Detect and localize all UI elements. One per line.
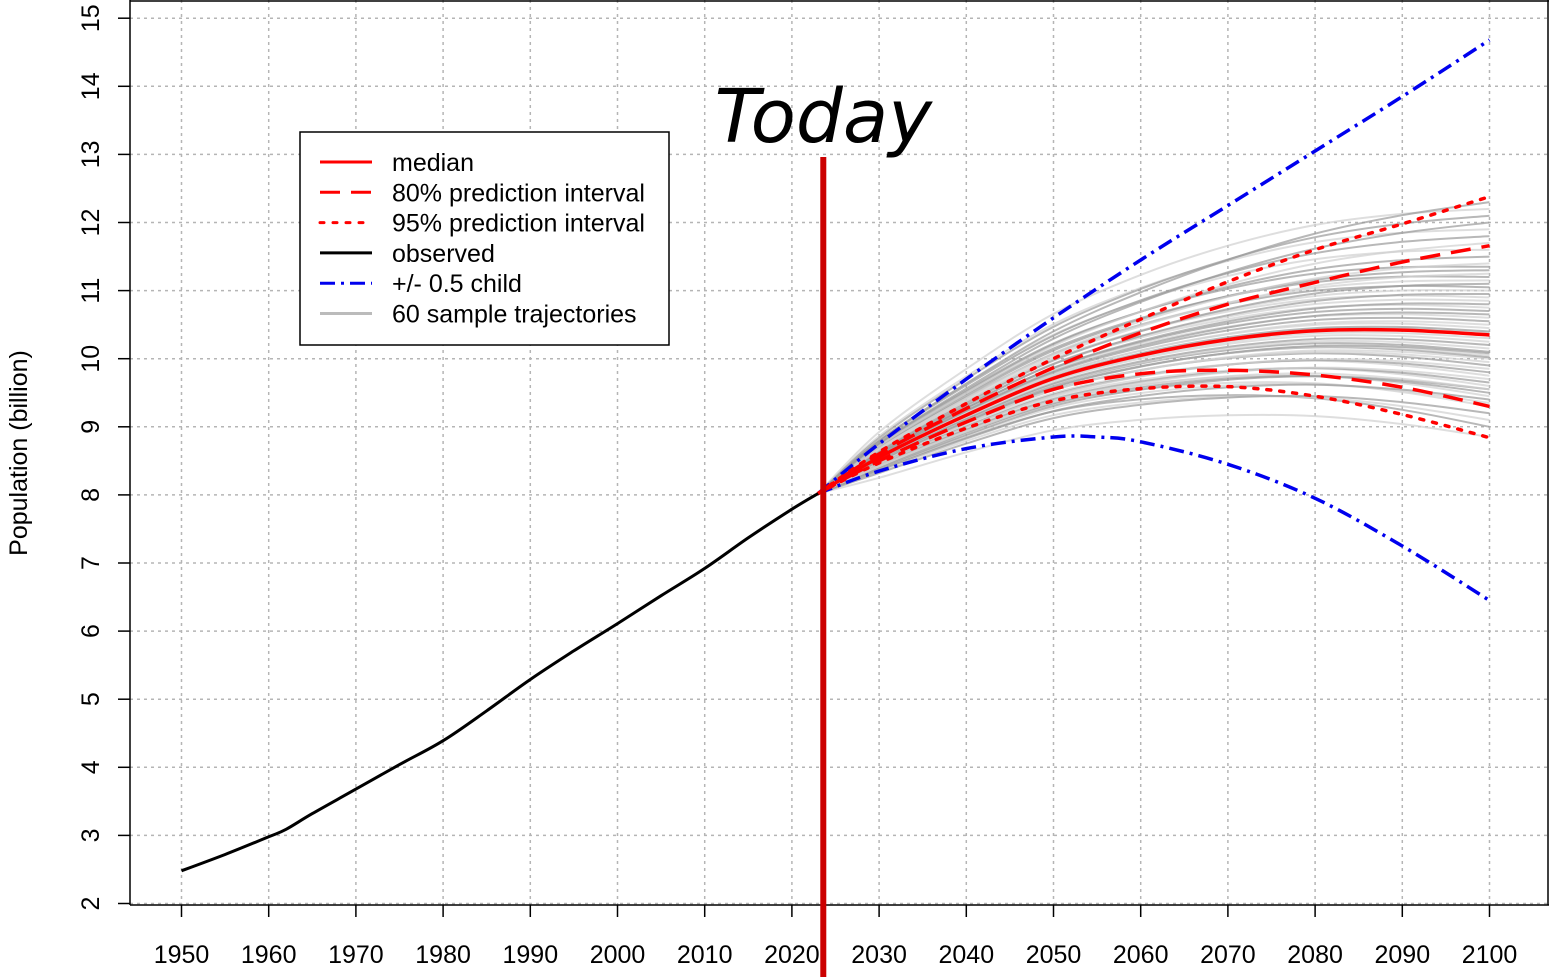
trajectory-line xyxy=(817,367,1490,495)
x-tick-label: 2080 xyxy=(1287,941,1343,969)
y-tick-label: 12 xyxy=(77,209,105,237)
series-line-bound xyxy=(816,384,1492,496)
trajectory-line xyxy=(817,292,1490,495)
x-tick-label: 2020 xyxy=(764,941,820,969)
legend-label: 60 sample trajectories xyxy=(392,301,637,329)
legend-label: 80% prediction interval xyxy=(392,179,645,207)
tick-labels: 2 3 4 5 6 7 8 9 10 11 12 13 14 15 1950 1960 1970 1980 1990… xyxy=(77,4,1518,969)
y-tick-label: 13 xyxy=(77,140,105,168)
x-tick-label: 2030 xyxy=(851,941,907,969)
y-tick-label: 7 xyxy=(77,556,105,570)
series-line-median xyxy=(817,327,1490,496)
x-tick-label: 1980 xyxy=(415,941,471,969)
x-tick-label: 1950 xyxy=(154,941,210,969)
y-tick-label: 3 xyxy=(77,828,105,842)
series-line-95-prediction-interval xyxy=(816,194,1492,496)
x-tick-label: 2010 xyxy=(677,941,733,969)
y-tick-label: 14 xyxy=(77,72,105,100)
trajectory-line xyxy=(817,214,1490,495)
y-tick-label: 4 xyxy=(77,760,105,774)
y-axis-title: Population (billion) xyxy=(5,350,33,556)
today-marker: Today xyxy=(715,74,934,977)
trajectory-line xyxy=(817,337,1490,495)
trajectory-line xyxy=(817,282,1490,495)
x-tick-label: 2090 xyxy=(1374,941,1430,969)
trajectory-line xyxy=(817,207,1490,495)
trajectory-line xyxy=(817,395,1490,495)
trajectory-line xyxy=(817,372,1490,495)
x-tick-label: 1990 xyxy=(502,941,558,969)
trajectory-line xyxy=(817,272,1490,495)
x-tick-label: 1960 xyxy=(241,941,297,969)
trajectory-line xyxy=(817,221,1490,495)
legend-label: 95% prediction interval xyxy=(392,210,645,238)
x-tick-label: 1970 xyxy=(328,941,384,969)
sample-trajectories xyxy=(817,201,1490,495)
y-tick-label: 9 xyxy=(77,420,105,434)
x-tick-label: 2050 xyxy=(1026,941,1082,969)
trajectory-line xyxy=(817,201,1490,495)
y-tick-label: 11 xyxy=(77,278,105,304)
grid-lines xyxy=(130,0,1549,905)
legend-label: median xyxy=(392,149,474,177)
series-line-80-prediction-interval xyxy=(817,243,1490,495)
trajectory-line xyxy=(817,383,1490,495)
x-tick-label: 2060 xyxy=(1113,941,1169,969)
legend-label: +/- 0.5 child xyxy=(392,270,522,298)
trajectory-line xyxy=(817,413,1490,495)
x-tick-label: 2000 xyxy=(590,941,646,969)
y-tick-label: 6 xyxy=(77,624,105,638)
y-tick-label: 10 xyxy=(77,345,105,373)
axes xyxy=(129,0,1549,906)
legend-box xyxy=(299,131,670,346)
series-line-observed xyxy=(180,492,819,873)
y-tick-label: 8 xyxy=(77,488,105,502)
x-tick-label: 2040 xyxy=(938,941,994,969)
series-line-bound xyxy=(817,368,1490,496)
x-tick-label: 2070 xyxy=(1200,941,1256,969)
y-tick-label: 2 xyxy=(77,897,105,911)
x-tick-label: 2100 xyxy=(1462,941,1518,969)
series-line--0-5-child xyxy=(816,38,1491,495)
trajectory-line xyxy=(817,357,1490,495)
y-tick-label: 5 xyxy=(77,692,105,706)
trajectory-line xyxy=(817,228,1490,495)
y-tick-label: 15 xyxy=(77,4,105,32)
series-line-bound xyxy=(817,434,1491,602)
trajectory-line xyxy=(817,262,1490,495)
trajectory-line xyxy=(817,241,1490,495)
legend-label: observed xyxy=(392,240,495,268)
today-label: Today xyxy=(715,74,934,160)
series-lines xyxy=(180,38,1492,873)
